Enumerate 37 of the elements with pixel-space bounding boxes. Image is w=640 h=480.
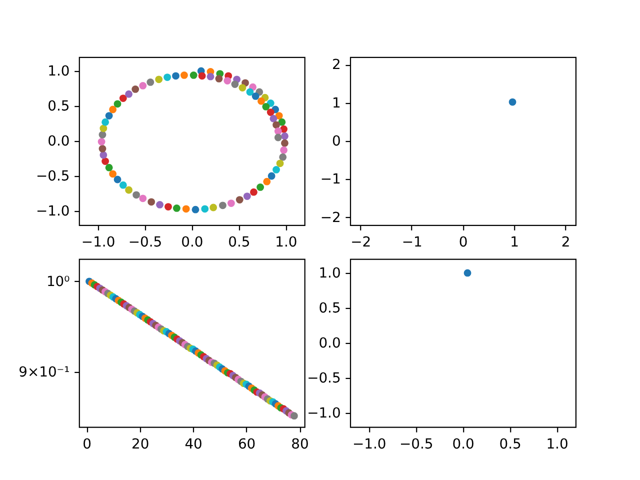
y-tick-label: 2 (332, 56, 341, 73)
y-tick-label: 9×10⁻¹ (18, 364, 70, 380)
y-tick-label: 10⁰ (46, 274, 70, 290)
x-tick-label: −1.0 (352, 436, 386, 452)
y-tick-label: −0.5 (36, 168, 70, 184)
y-tick-label: −2 (320, 210, 341, 226)
x-tick-label: 40 (184, 436, 202, 452)
x-tick-label: 2 (561, 234, 570, 250)
x-tick-label: 1.0 (546, 436, 568, 452)
y-tick-label: 1.0 (48, 63, 70, 80)
x-tick-label: 20 (132, 436, 150, 452)
x-tick-label: 0 (82, 436, 92, 452)
x-tick-label: 0 (458, 234, 468, 250)
x-tick-label: 0.0 (452, 436, 474, 452)
y-tick-label: 0.5 (318, 300, 341, 316)
x-tick-label: 1.0 (275, 234, 298, 250)
y-tick-label: −1.0 (36, 203, 70, 220)
x-tick-label: 0.5 (499, 436, 522, 452)
y-tick-label: 1.0 (318, 265, 341, 282)
y-tick-label: 0 (332, 133, 341, 150)
x-tick-label: −1.0 (81, 234, 116, 250)
x-tick-label: 0.5 (228, 234, 250, 250)
y-tick-label: −1.0 (307, 405, 341, 422)
x-tick-label: −0.5 (400, 436, 434, 452)
y-tick-label: 0.0 (48, 133, 70, 150)
y-tick-label: −1 (320, 171, 341, 188)
x-tick-label: 1 (510, 234, 520, 250)
x-tick-label: 0.0 (181, 234, 204, 250)
y-tick-label: −0.5 (307, 370, 341, 386)
x-tick-label: −2 (350, 234, 372, 250)
x-tick-label: −1 (402, 234, 422, 250)
x-tick-label: −0.5 (128, 234, 162, 250)
y-tick-label: 0.0 (318, 335, 341, 352)
x-tick-label: 80 (291, 436, 309, 452)
y-tick-label: 1 (332, 94, 341, 111)
y-tick-label: 0.5 (48, 98, 70, 114)
x-tick-label: 60 (238, 436, 256, 452)
